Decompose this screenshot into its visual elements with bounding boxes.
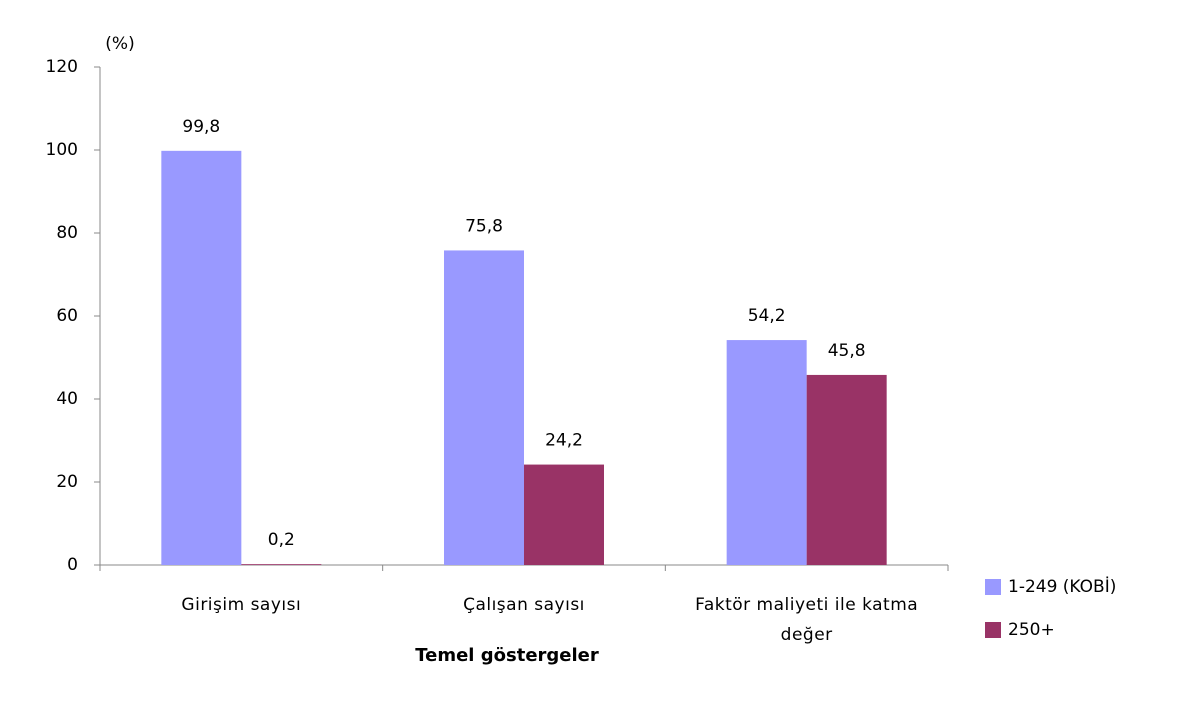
x-tick-label: Çalışan sayısı (463, 595, 585, 615)
value-label: 99,8 (182, 117, 220, 137)
y-axis-label: (%) (105, 34, 134, 54)
bar (161, 150, 242, 565)
x-tick-label: Faktör maliyeti ile katma değer (695, 595, 919, 645)
bar (806, 374, 887, 565)
x-axis-label: Temel göstergeler (415, 645, 599, 666)
value-label: 0,2 (268, 530, 295, 550)
y-tick-label: 20 (56, 472, 78, 492)
y-tick-label: 40 (56, 389, 78, 409)
value-label: 24,2 (545, 431, 583, 451)
bar (241, 564, 322, 565)
bar (726, 340, 807, 565)
y-tick-label: 120 (46, 57, 78, 77)
y-tick-label: 60 (56, 306, 78, 326)
legend-swatch (985, 579, 1001, 595)
y-tick-label: 80 (56, 223, 78, 243)
legend-label: 1-249 (KOBİ) (1008, 576, 1116, 597)
value-label: 45,8 (828, 341, 866, 361)
value-label: 75,8 (465, 216, 503, 236)
bar (524, 464, 604, 565)
value-label: 54,2 (748, 306, 786, 326)
y-tick-label: 100 (46, 140, 78, 160)
y-tick-label: 0 (67, 555, 78, 575)
x-tick-label: Girişim sayısı (181, 595, 302, 615)
legend-label: 250+ (1008, 620, 1055, 640)
legend-swatch (985, 622, 1001, 638)
bar (444, 250, 524, 565)
